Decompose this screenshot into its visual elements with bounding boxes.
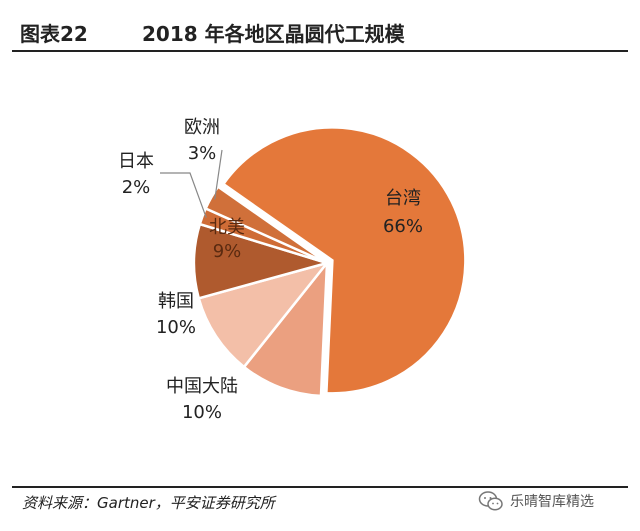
pie-slice (221, 126, 467, 395)
leader-line (160, 172, 207, 218)
slice-name-label: 北美 (209, 217, 245, 238)
slice-label: 日本 2% (118, 151, 154, 198)
figure-label: 图表22 (20, 22, 88, 46)
slice-value-label: 3% (188, 143, 217, 164)
pie-slice (197, 260, 331, 369)
slice-value-label: 2% (122, 177, 151, 198)
chart-title: 2018 年各地区晶圆代工规模 (142, 22, 405, 46)
slice-value-label: 9% (213, 241, 242, 262)
slice-label: 韩国 10% (156, 291, 196, 338)
slice-value-label: 10% (182, 402, 222, 423)
slice-label: 北美 9% (209, 217, 245, 262)
watermark: 乐晴智库精选 (478, 490, 594, 512)
watermark-text: 乐晴智库精选 (510, 494, 594, 510)
leader-line (214, 149, 223, 200)
slice-name-label: 台湾 (385, 188, 421, 209)
slice-label: 台湾 66% (383, 188, 423, 237)
pie-slice (242, 259, 329, 398)
source-divider (12, 486, 628, 488)
slice-name-label: 中国大陆 (166, 376, 238, 397)
slice-value-label: 10% (156, 317, 196, 338)
title-bar: 图表22 2018 年各地区晶圆代工规模 (12, 14, 628, 52)
slice-label: 欧洲 3% (184, 117, 220, 164)
source-note: 资料来源：Gartner，平安证券研究所 (22, 494, 275, 512)
slice-name-label: 欧洲 (184, 117, 220, 138)
slice-value-label: 66% (383, 216, 423, 237)
pie-slice (204, 184, 328, 265)
slice-name-label: 韩国 (158, 291, 194, 312)
slice-name-label: 日本 (118, 151, 154, 172)
slice-label: 中国大陆 10% (166, 376, 238, 423)
wechat-icon (478, 491, 503, 511)
